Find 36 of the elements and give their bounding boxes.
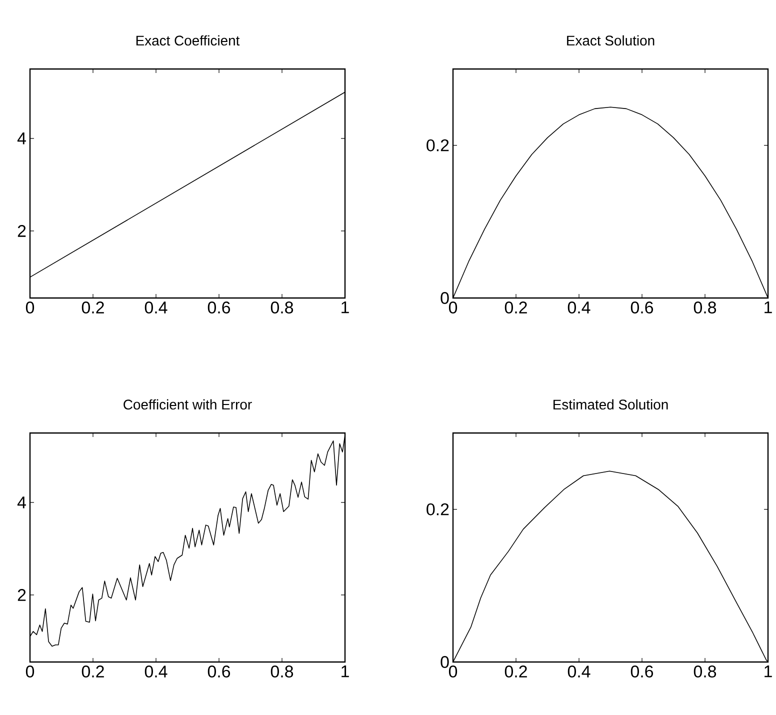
y-tick-label: 2 [18, 589, 26, 601]
y-tick-label: 4 [17, 496, 26, 508]
x-tick-label: 0.4 [144, 666, 168, 678]
x-tick-label: 0 [448, 666, 458, 678]
x-tick-label: 1 [764, 666, 772, 678]
x-tick-label: 1 [342, 302, 349, 314]
y-tick-label: 0.2 [426, 503, 449, 516]
x-tick-label: 0.6 [630, 302, 654, 314]
x-tick-label: 0.2 [82, 302, 104, 314]
x-tick-label: 0 [448, 302, 458, 314]
chart-title: Exact Coefficient [136, 35, 240, 46]
x-tick-label: 0.6 [208, 302, 230, 314]
x-tick-label: 0.8 [270, 666, 294, 678]
chart-title: Exact Solution [567, 35, 654, 46]
y-tick-label: 4 [17, 132, 26, 144]
chart-title: Coefficient with Error [124, 399, 252, 410]
x-tick-label: 0.2 [504, 666, 527, 678]
x-tick-label: 0.2 [504, 302, 527, 314]
x-tick-label: 0.4 [144, 302, 168, 314]
x-tick-label: 0.6 [208, 666, 230, 678]
x-tick-label: 1 [764, 302, 772, 314]
y-tick-label: 2 [18, 225, 26, 237]
x-tick-label: 1 [342, 666, 349, 678]
x-tick-label: 0.6 [630, 666, 654, 678]
y-tick-label: 0 [440, 656, 449, 668]
x-tick-label: 0 [26, 302, 34, 314]
x-tick-label: 0.8 [694, 666, 716, 678]
x-tick-label: 0.4 [568, 302, 590, 314]
x-tick-label: 0 [26, 666, 34, 678]
x-tick-label: 0.2 [82, 666, 104, 678]
x-tick-label: 0.8 [694, 302, 716, 314]
y-tick-label: 0.2 [426, 139, 449, 152]
x-tick-label: 0.4 [568, 666, 590, 678]
x-tick-label: 0.8 [270, 302, 294, 314]
y-tick-label: 0 [440, 292, 449, 304]
chart-title: Estimated Solution [554, 399, 668, 410]
